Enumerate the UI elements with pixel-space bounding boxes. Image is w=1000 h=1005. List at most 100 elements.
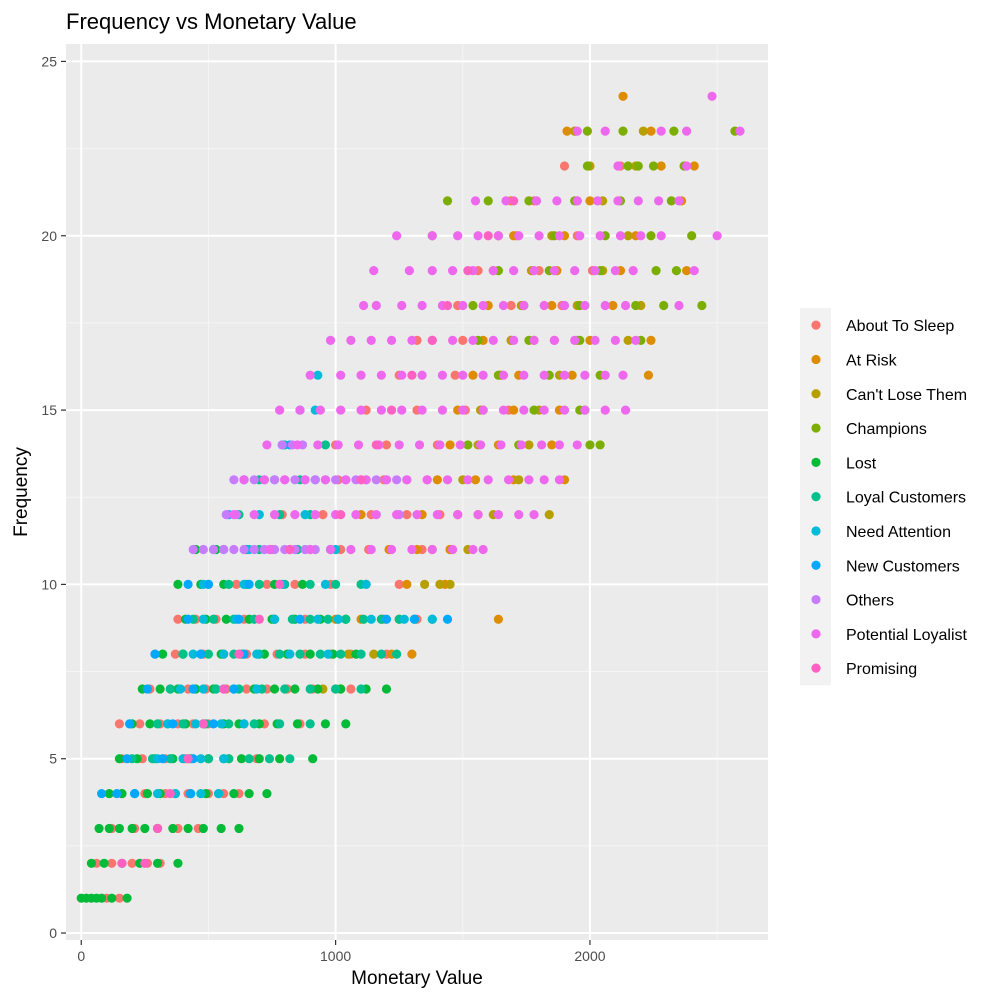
data-point [669,126,679,136]
data-point [468,300,478,311]
y-axis-label: Frequency [11,447,32,537]
legend-key [811,663,821,673]
data-point [519,300,529,311]
legend-label: Potential Loyalist [846,627,968,644]
legend-label: At Risk [846,352,898,369]
data-point [582,126,593,136]
data-point [453,510,463,520]
legend-key [811,423,821,433]
data-point [590,266,600,276]
data-point [509,196,519,206]
y-tick-label: 10 [41,576,57,592]
data-point [590,335,600,345]
data-point [442,614,453,624]
data-point [198,544,208,555]
data-point [376,649,386,659]
data-point [386,405,397,415]
data-point [381,684,392,694]
data-point [544,510,554,520]
data-point [325,335,336,345]
data-point [254,754,264,764]
data-point [178,649,188,659]
data-point [386,335,397,345]
data-point [203,754,214,764]
data-point [376,405,386,415]
data-point [539,475,549,485]
data-point [211,684,221,694]
data-point [432,475,442,485]
data-point [369,649,379,659]
data-point [682,126,692,136]
data-point [414,440,425,450]
data-point [448,266,458,276]
data-point [496,440,506,450]
data-point [229,544,239,555]
data-point [346,544,356,555]
data-point [186,788,196,799]
data-point [620,300,631,311]
data-point [262,788,272,799]
data-point [580,405,590,415]
data-point [618,126,628,136]
data-point [320,579,331,589]
legend: About To Sleep At Risk Can't Lose Them Cham… [800,308,968,686]
chart-title: Frequency vs Monetary Value [66,9,357,34]
data-point [305,684,315,694]
data-point [371,510,381,520]
data-point [341,719,351,729]
data-point [559,370,570,380]
data-point [437,370,448,380]
data-point [297,579,308,589]
data-point [285,754,295,764]
data-point [470,196,481,206]
data-point [646,231,656,241]
legend-label: Champions [846,421,927,438]
data-point [356,684,366,694]
data-point [585,440,595,450]
x-tick-label: 1000 [320,948,351,964]
data-point [478,300,488,311]
data-point [366,335,376,345]
data-point [165,684,175,694]
legend-key [811,492,821,502]
data-point [356,370,366,380]
data-point [249,719,259,729]
data-point [262,579,272,589]
data-point [493,231,503,241]
data-point [618,370,628,380]
data-point [483,475,493,485]
data-point [572,440,582,450]
data-point [427,544,437,555]
data-point [216,823,226,834]
data-point [381,475,392,485]
data-point [300,510,310,520]
data-point [305,579,315,589]
data-point [613,161,623,171]
data-point [381,614,392,624]
data-point [539,370,549,380]
data-point [356,649,366,659]
data-point [208,719,219,729]
data-point [196,649,206,659]
data-point [219,544,229,555]
legend-label: About To Sleep [846,318,954,335]
data-point [331,579,341,589]
data-point [559,161,570,171]
data-point [404,266,414,276]
data-point [618,91,628,101]
data-point [208,544,219,555]
data-point [224,719,234,729]
data-point [493,510,503,520]
data-point [264,544,275,555]
data-point [104,788,114,799]
data-point [219,684,229,694]
data-point [333,614,343,624]
data-point [514,231,524,241]
y-tick-label: 15 [41,402,57,418]
data-point [333,440,343,450]
data-point [300,475,310,485]
data-point [524,440,534,450]
data-point [458,300,468,311]
data-point [152,719,163,729]
data-point [529,266,539,276]
